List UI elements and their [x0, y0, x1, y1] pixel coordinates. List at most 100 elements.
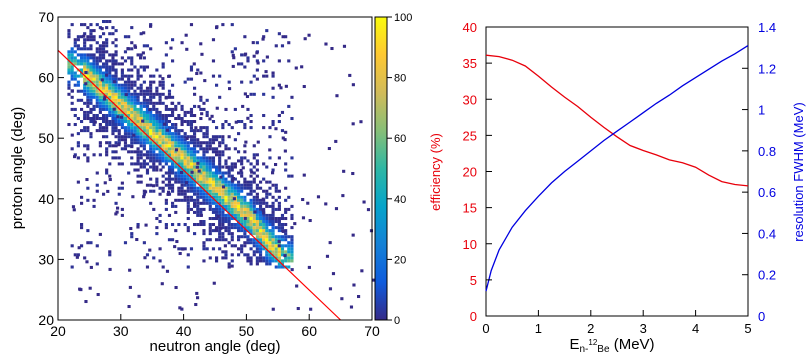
heatmap-cell	[237, 229, 241, 233]
heatmap-cell	[158, 74, 162, 78]
heatmap-cell	[202, 201, 206, 205]
heatmap-cell	[80, 244, 84, 248]
heatmap-cell	[208, 138, 212, 142]
heatmap-cell	[221, 204, 225, 208]
heatmap-cell	[86, 101, 90, 105]
heatmap-cell	[265, 253, 269, 257]
heatmap-cell	[102, 20, 106, 24]
heatmap-cell	[86, 68, 90, 72]
heatmap-cell	[221, 189, 225, 193]
heatmap-cell	[95, 129, 99, 133]
heatmap-cell	[259, 253, 263, 257]
heatmap-cell	[127, 126, 131, 130]
heatmap-cell	[327, 147, 331, 151]
heatmap-cell	[171, 153, 175, 157]
heatmap-cell	[290, 235, 294, 239]
heatmap-cell	[208, 223, 212, 227]
heatmap-cell	[252, 156, 256, 160]
heatmap-cell	[152, 165, 156, 169]
heatmap-cell	[231, 64, 235, 68]
heatmap-cell	[180, 129, 184, 133]
heatmap-cell	[167, 129, 172, 133]
heatmap-cell	[174, 162, 178, 166]
heatmap-cell	[162, 122, 167, 126]
heatmap-cell	[127, 35, 131, 39]
heatmap-cell	[120, 101, 124, 105]
heatmap-cell	[349, 305, 354, 309]
heatmap-cell	[161, 77, 165, 81]
heatmap-cell	[180, 147, 184, 151]
heatmap-cell	[224, 159, 228, 163]
heatmap-cell	[98, 95, 102, 99]
heatmap-cell	[171, 162, 175, 166]
heatmap-cell	[261, 37, 265, 41]
y-tick-label: 20	[38, 312, 54, 328]
heatmap-cell	[158, 117, 162, 121]
heatmap-cell	[89, 32, 93, 36]
heatmap-cell	[277, 247, 281, 251]
heatmap-cell	[149, 138, 153, 142]
heatmap-cell	[158, 159, 162, 163]
heatmap-cell	[174, 107, 178, 111]
heatmap-cell	[249, 174, 253, 178]
heatmap-cell	[70, 147, 74, 151]
heatmap-cell	[117, 129, 121, 133]
heatmap-cell	[149, 120, 153, 124]
heatmap-cell	[105, 135, 109, 139]
heatmap-cell	[351, 233, 355, 237]
heatmap-cell	[262, 241, 266, 245]
heatmap-cell	[249, 192, 253, 196]
heatmap-cell	[211, 186, 216, 190]
heatmap-cell	[252, 180, 256, 184]
heatmap-cell	[180, 138, 184, 142]
heatmap-cell	[249, 229, 253, 233]
heatmap-cell	[205, 132, 209, 136]
heatmap-cell	[360, 269, 364, 273]
heatmap-cell	[324, 42, 328, 46]
heatmap-cell	[167, 141, 172, 145]
heatmap-cell	[127, 107, 131, 111]
heatmap-cell	[114, 29, 118, 33]
heatmap-cell	[255, 168, 259, 172]
heatmap-cell	[334, 139, 338, 143]
heatmap-cell	[189, 195, 194, 199]
heatmap-cell	[149, 86, 153, 90]
heatmap-cell	[240, 235, 244, 239]
heatmap-cell	[281, 35, 285, 39]
heatmap-cell	[171, 144, 175, 148]
heatmap-cell	[205, 135, 209, 139]
heatmap-cell	[95, 59, 99, 63]
heatmap-cell	[196, 223, 200, 227]
heatmap-cell	[105, 147, 109, 151]
heatmap-cell	[252, 195, 256, 199]
heatmap-cell	[215, 83, 219, 87]
heatmap-cell	[139, 53, 143, 57]
heatmap-cell	[136, 168, 140, 172]
heatmap-cell	[67, 50, 71, 54]
heatmap-cell	[177, 114, 181, 118]
heatmap-cell	[98, 117, 102, 121]
heatmap-cell	[149, 141, 153, 145]
heatmap-cell	[142, 153, 146, 157]
heatmap-cell	[158, 129, 162, 133]
heatmap-cell	[262, 201, 266, 205]
heatmap-cell	[123, 141, 128, 145]
heatmap-cell	[155, 232, 159, 236]
series-resolution-line	[485, 45, 749, 292]
heatmap-cell	[186, 77, 190, 81]
heatmap-cell	[105, 41, 109, 45]
heatmap-cell	[218, 220, 222, 224]
heatmap-cell	[227, 183, 231, 187]
heatmap-cell	[70, 77, 74, 81]
heatmap-cell	[230, 189, 234, 193]
heatmap-cell	[262, 92, 266, 96]
heatmap-cell	[186, 177, 190, 181]
heatmap-cell	[86, 129, 90, 133]
heatmap-cell	[230, 183, 234, 187]
heatmap-cell	[155, 177, 159, 181]
heatmap-cell	[67, 86, 71, 90]
heatmap-cell	[152, 80, 156, 84]
heatmap-cell	[249, 213, 253, 217]
heatmap-cell	[114, 129, 118, 133]
heatmap-cell	[189, 126, 194, 130]
